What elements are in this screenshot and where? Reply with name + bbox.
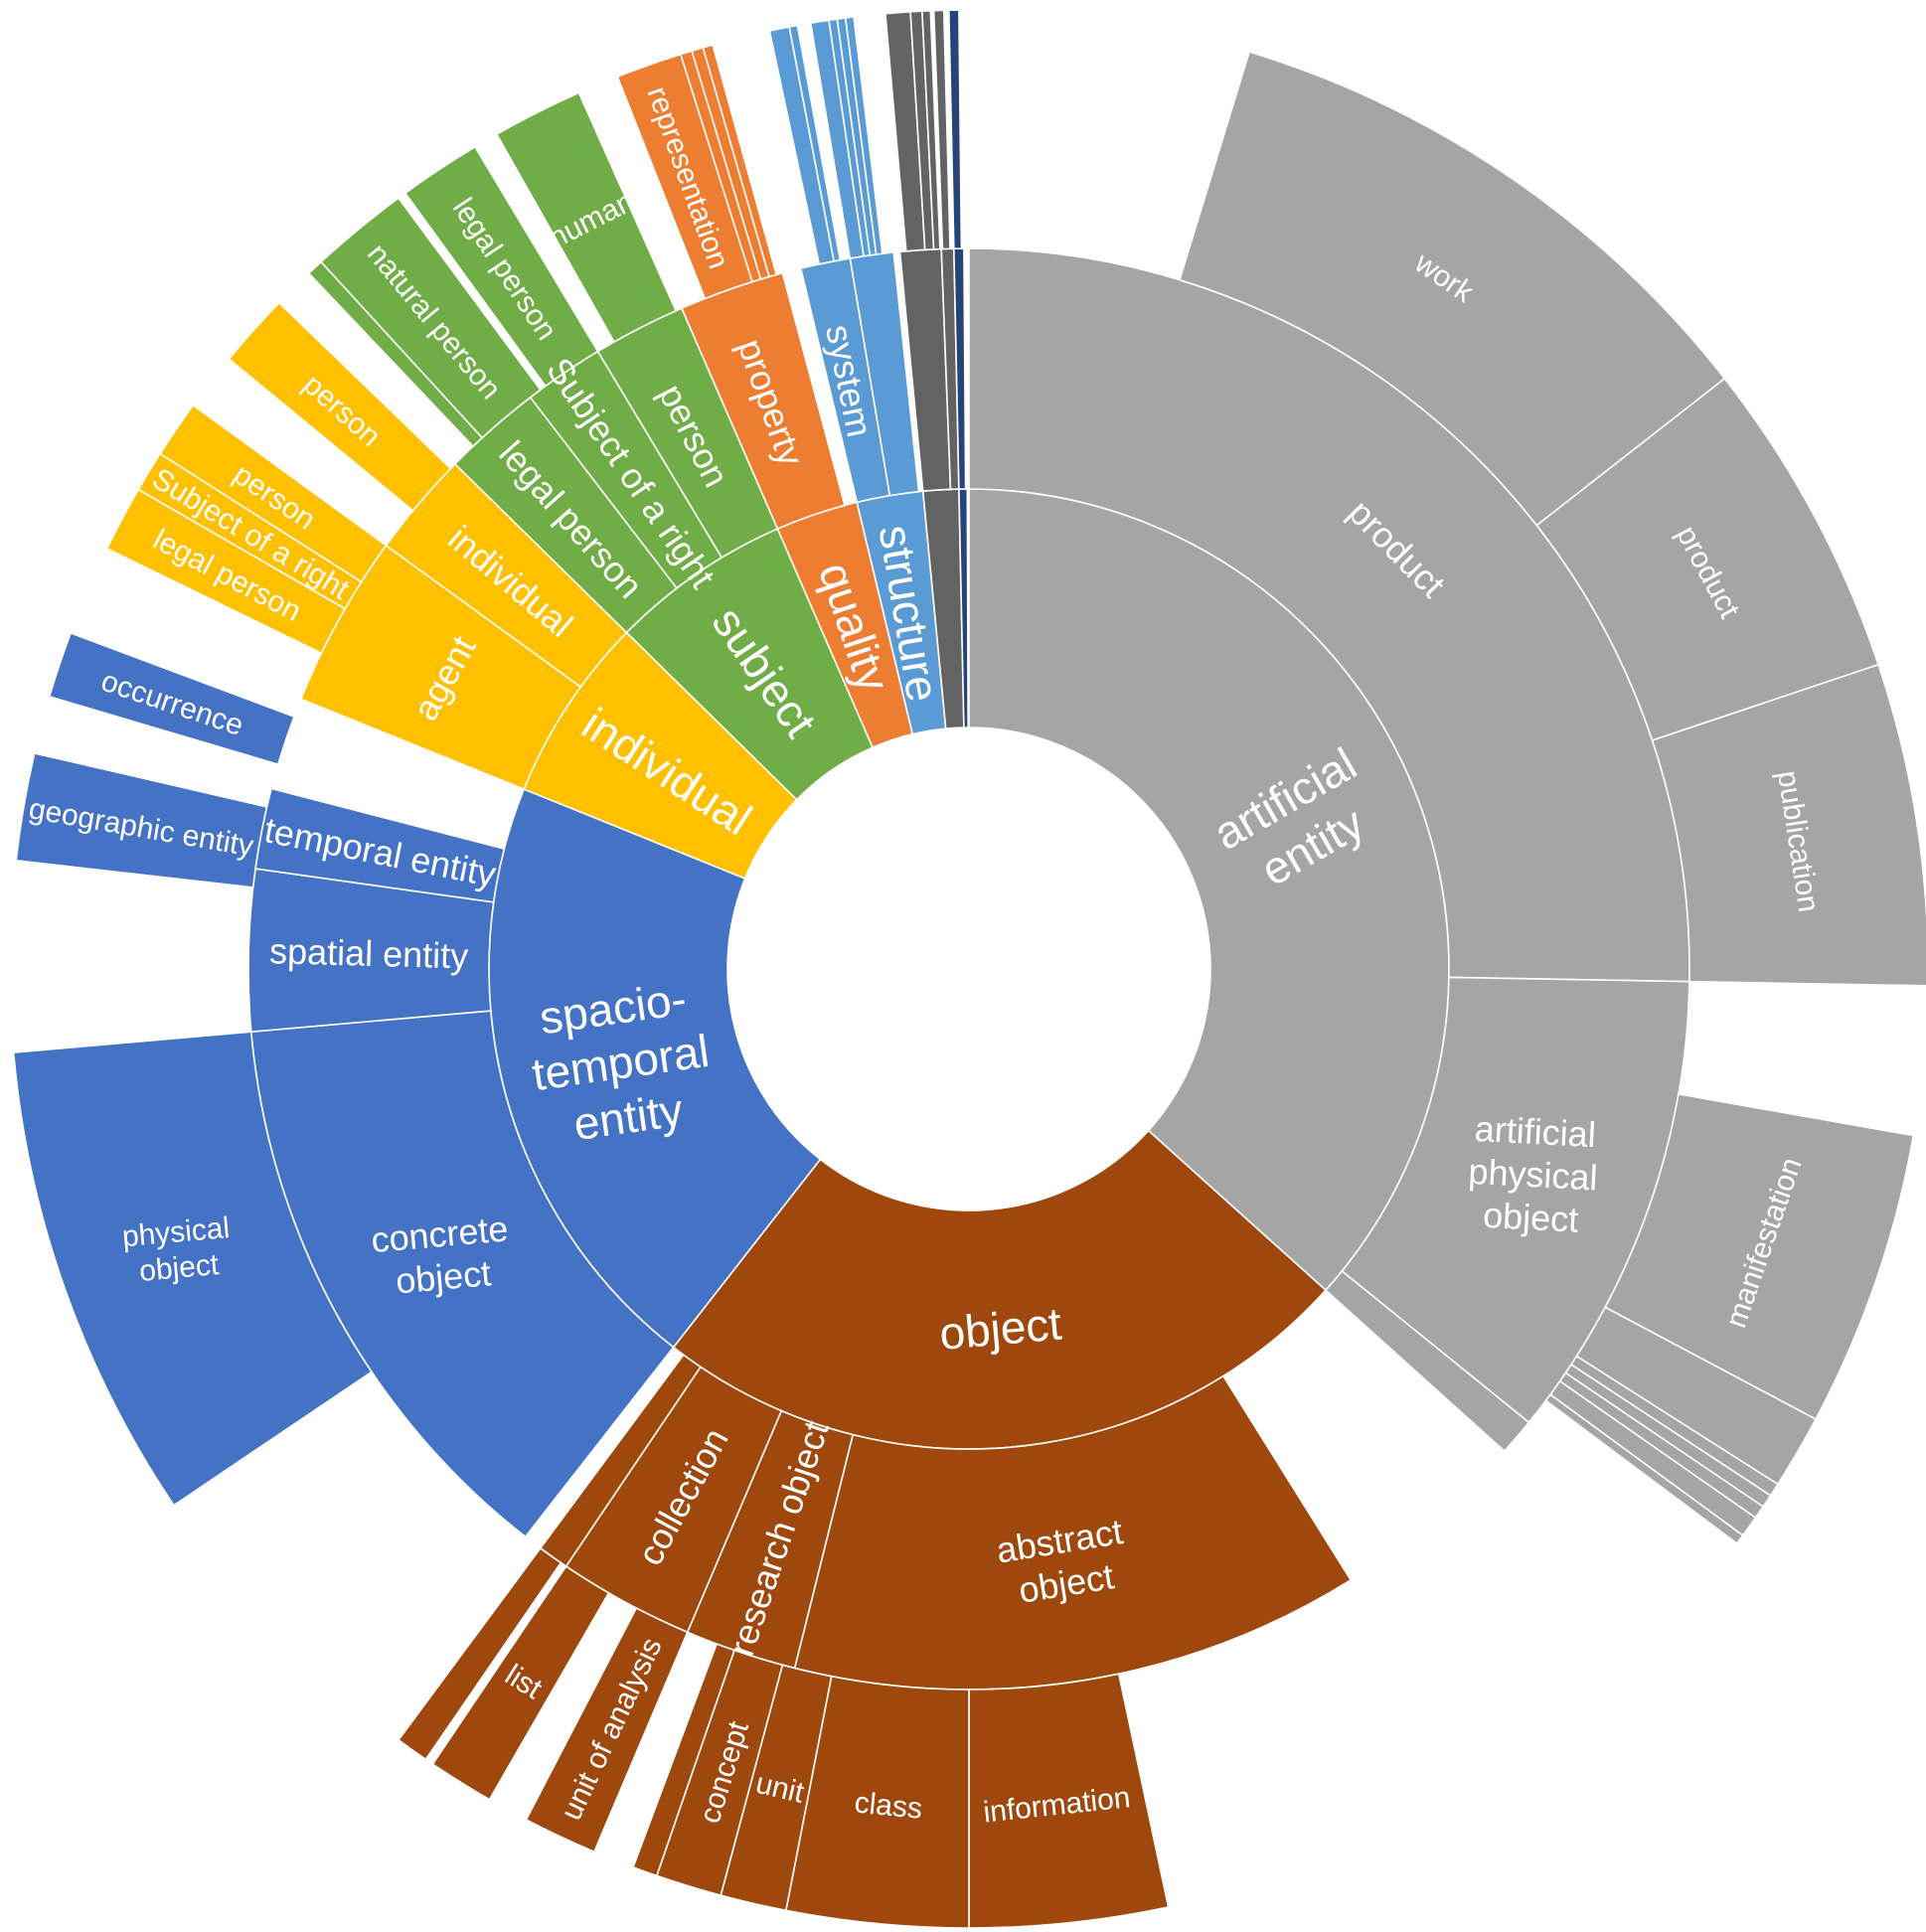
segment-unnamed-l3: [632, 1643, 735, 1877]
segment-legal-person-l3: [403, 145, 599, 388]
segment-physical-object-l3: [12, 1031, 374, 1507]
segment-publication-l3: [1651, 663, 1926, 987]
label-artificial-physical-object-l2: artificialphysicalobject: [1465, 1108, 1601, 1241]
sunburst-segments: [12, 9, 1926, 1929]
segment-unnamed-l3: [921, 9, 941, 250]
segment-human-l3: [495, 91, 678, 344]
label-object-l1: object: [937, 1297, 1063, 1360]
segment-unnamed-l3: [397, 1546, 562, 1761]
segment-person-l3: [159, 403, 388, 583]
segment-geographic-entity-l3: [15, 751, 268, 888]
label-class-l3: class: [853, 1786, 923, 1825]
segment-unit-of-analysis-l3: [525, 1607, 689, 1853]
segment-person-l3: [228, 301, 452, 512]
segment-occurrence-l3: [48, 632, 295, 766]
segment-list-l3: [431, 1564, 610, 1801]
segment-unnamed-l3: [932, 9, 951, 250]
label-spatial-entity-l2: spatial entity: [269, 930, 469, 976]
segment-temporal-entity-l2: [254, 787, 506, 903]
segment-unnamed-l3: [844, 16, 883, 255]
segment-unnamed-l3: [947, 9, 963, 249]
segment-unnamed-l3: [788, 24, 842, 262]
segment-unnamed-l3: [1544, 1393, 1744, 1545]
segment-unnamed-l3: [702, 44, 778, 278]
segment-natural-person-l3: [319, 197, 542, 439]
